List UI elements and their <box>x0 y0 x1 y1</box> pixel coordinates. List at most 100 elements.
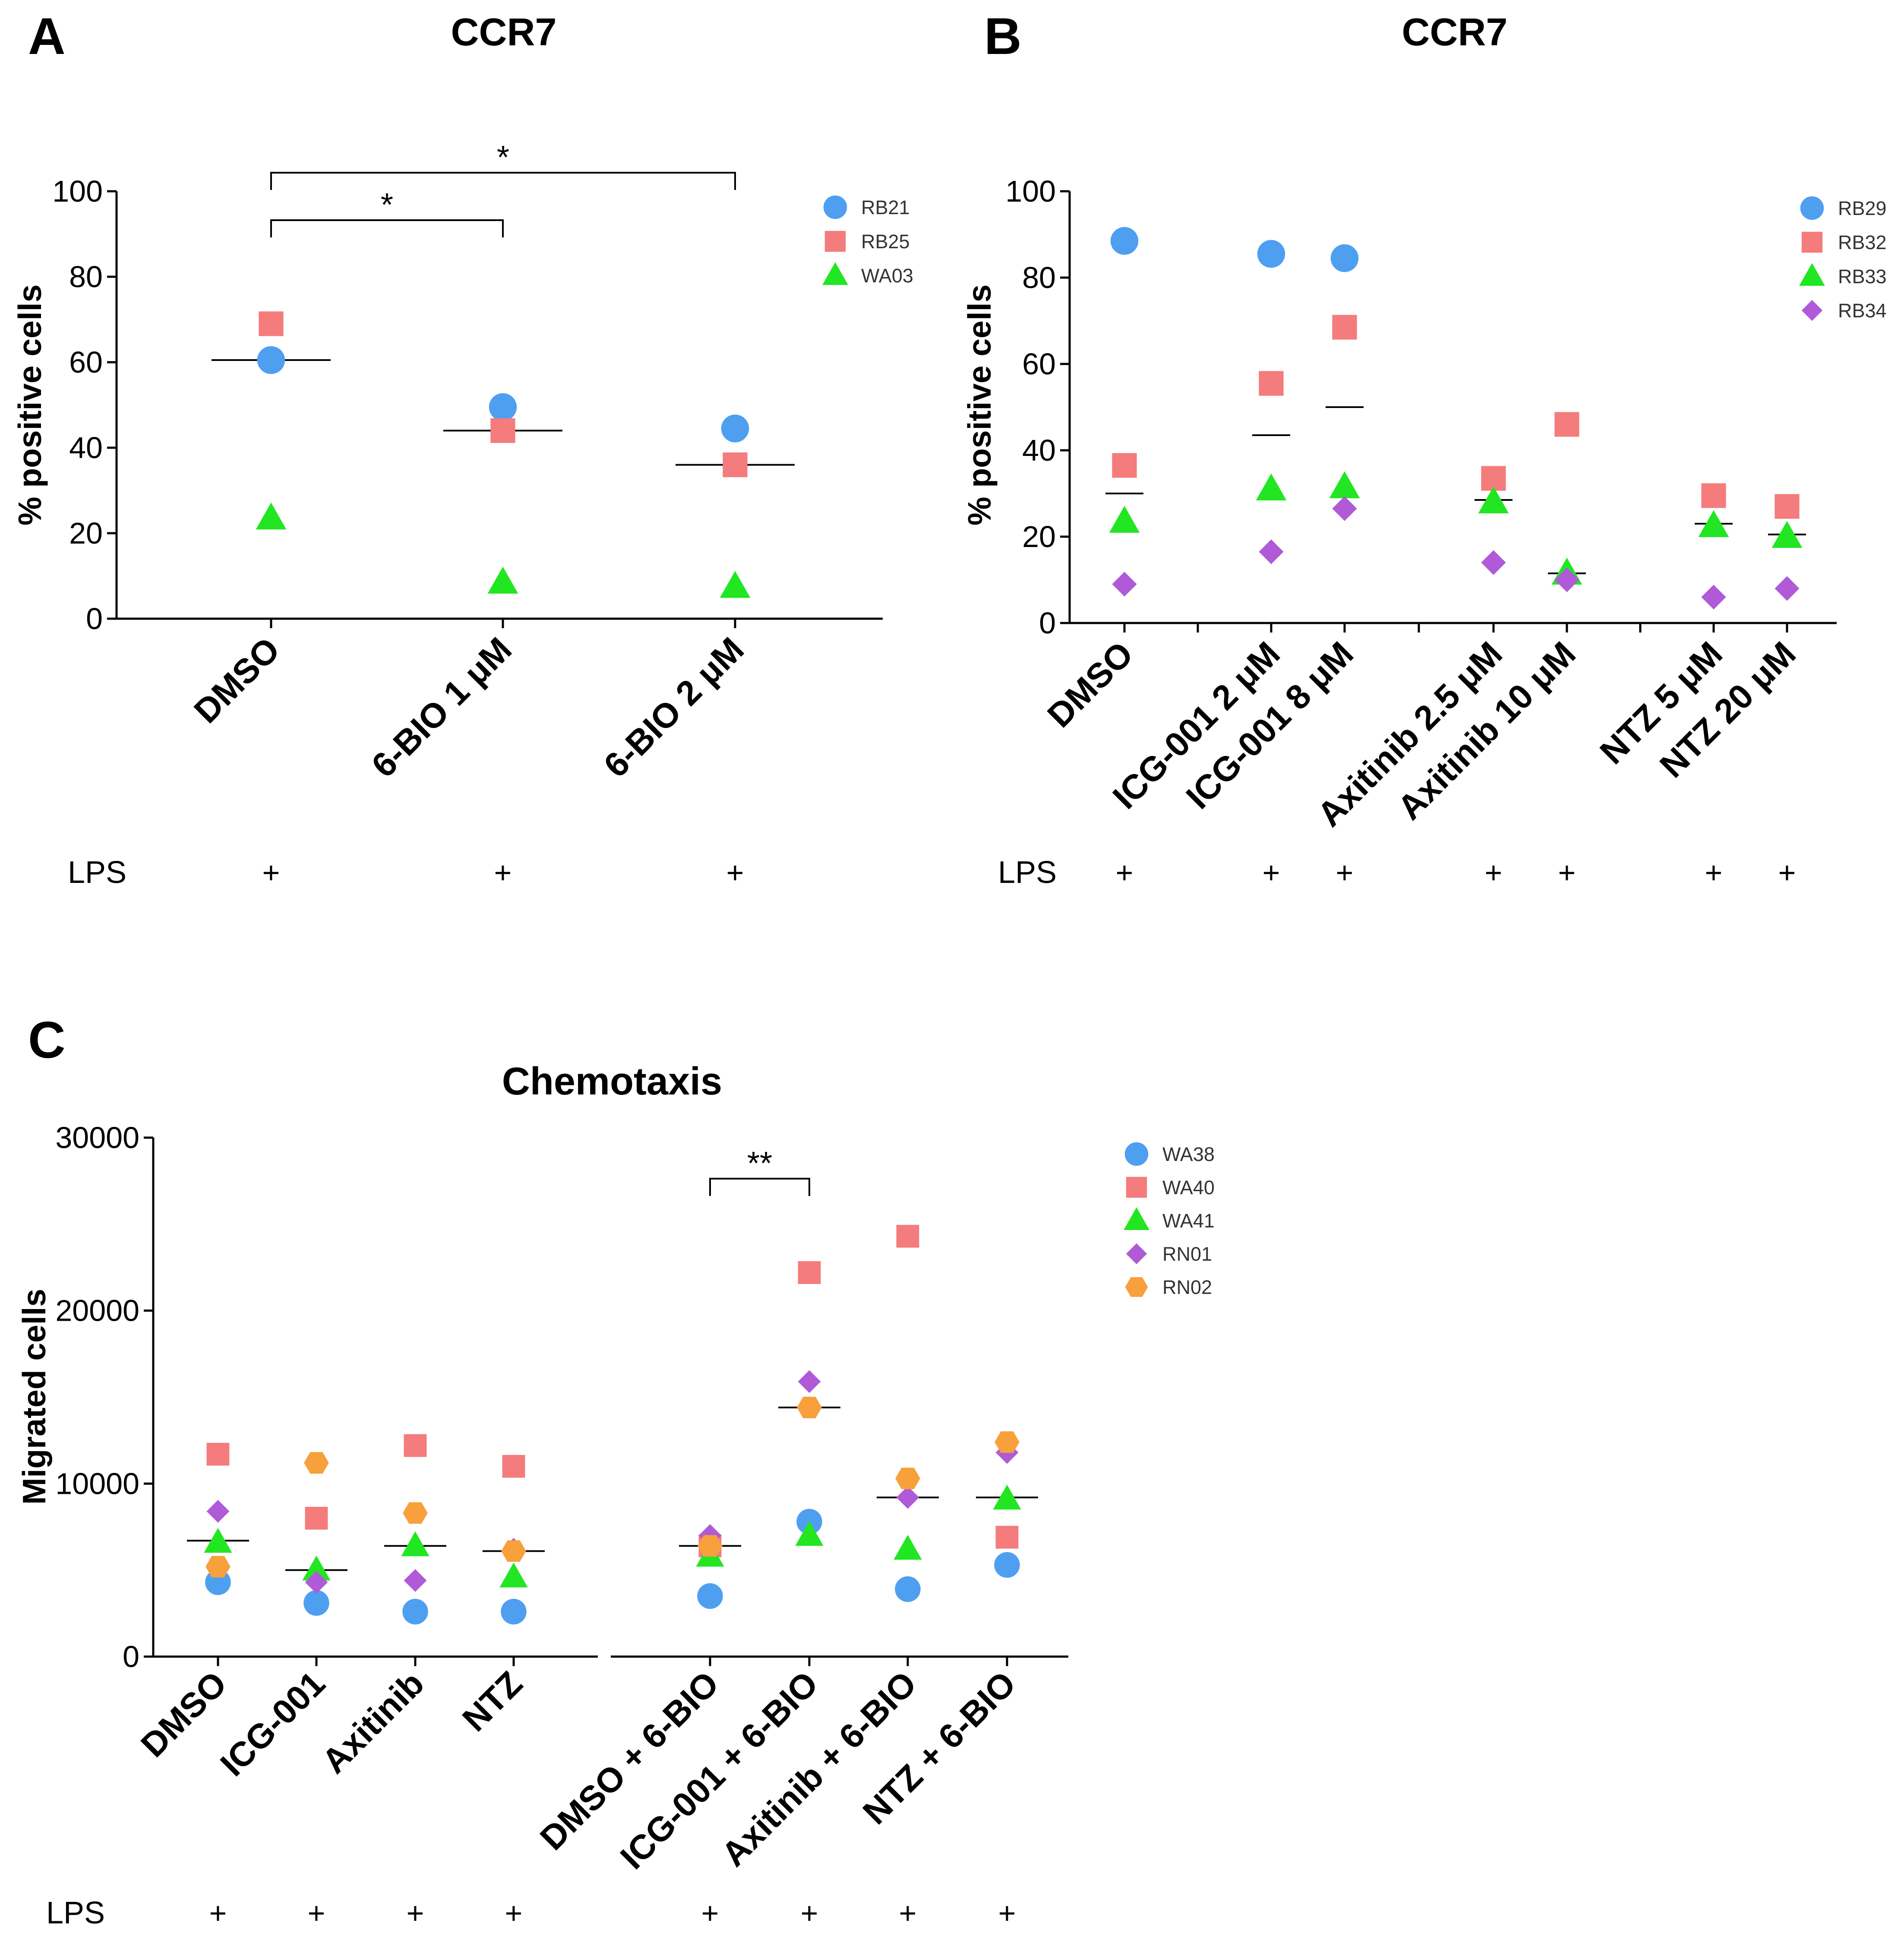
chart-title: CCR7 <box>1402 11 1507 54</box>
lps-plus: + <box>505 1896 523 1930</box>
data-point-wa40 <box>995 1526 1019 1549</box>
legend-label: RB32 <box>1838 231 1887 253</box>
data-point-rb29 <box>1110 227 1139 255</box>
legend-marker <box>822 262 848 285</box>
legend-marker <box>1124 1142 1149 1166</box>
lps-plus: + <box>726 856 744 889</box>
legend-marker <box>1801 231 1823 253</box>
data-point-rn02 <box>698 1535 723 1557</box>
data-point-rb25 <box>723 452 748 478</box>
significance-bracket <box>709 1178 810 1196</box>
legend-marker <box>1126 1176 1147 1198</box>
data-point-rb34 <box>1481 550 1506 575</box>
data-point-wa41 <box>302 1556 331 1581</box>
data-point-wa40 <box>798 1261 821 1284</box>
significance-bracket <box>270 172 736 190</box>
data-point-rb33 <box>1698 510 1729 537</box>
chart-title: Chemotaxis <box>502 1060 722 1103</box>
panel-a: A CCR7 0 20 40 60 80 100 % positive cells DMSO 6-B… <box>12 7 913 890</box>
panel-letter: B <box>984 7 1022 65</box>
data-point-rb33 <box>1109 506 1140 533</box>
data-point-rb21 <box>489 393 517 421</box>
chart-title: CCR7 <box>451 11 556 54</box>
lps-plus: + <box>1336 856 1354 889</box>
legend-label: RB29 <box>1838 197 1887 219</box>
data-point-wa38 <box>501 1599 527 1625</box>
lps-plus: + <box>209 1896 227 1930</box>
data-point-wa40 <box>206 1442 230 1466</box>
data-point-wa40 <box>896 1224 919 1248</box>
y-tick-label: 20 <box>69 516 103 550</box>
lps-plus: + <box>1705 856 1723 889</box>
x-category-label: NTZ <box>455 1664 530 1739</box>
x-category-label: DMSO + 6-BIO <box>533 1664 726 1857</box>
data-point-rn02 <box>797 1397 822 1418</box>
panel-c: C Chemotaxis 0 10000 20000 30000 Migrated cell… <box>16 1011 1215 1930</box>
y-tick-label: 80 <box>69 260 103 294</box>
lps-plus: + <box>998 1896 1016 1930</box>
legend-label: RN02 <box>1162 1276 1212 1298</box>
significance-bracket <box>270 219 504 237</box>
lps-plus: + <box>701 1896 719 1930</box>
legend-marker <box>1126 1243 1147 1265</box>
data-point-wa40 <box>404 1434 427 1457</box>
data-point-rn02 <box>205 1556 231 1578</box>
y-tick-label: 20 <box>1022 520 1056 553</box>
x-category-label: Axitinib <box>315 1664 431 1781</box>
y-tick-label: 30000 <box>55 1121 139 1154</box>
y-axis-label: Migrated cells <box>16 1289 52 1505</box>
lps-plus: + <box>1263 856 1280 889</box>
data-point-rb34 <box>1259 539 1284 564</box>
y-tick-label: 80 <box>1022 261 1056 294</box>
legend-label: WA03 <box>861 265 913 287</box>
legend-label: RB25 <box>861 231 910 253</box>
data-point-rn02 <box>995 1431 1020 1453</box>
data-point-rn02 <box>403 1502 428 1524</box>
lps-label: LPS <box>998 855 1057 890</box>
lps-plus: + <box>1558 856 1576 889</box>
data-point-rb32 <box>1701 483 1726 508</box>
lps-plus: + <box>1116 856 1134 889</box>
data-point-wa41 <box>204 1528 232 1553</box>
significance-label: * <box>497 139 509 175</box>
x-category-label: ICG-001 <box>213 1664 332 1784</box>
x-category-label: DMSO <box>186 630 287 731</box>
data-point-rb32 <box>1554 412 1579 437</box>
legend-marker <box>823 195 847 219</box>
data-point-rb29 <box>1330 244 1359 272</box>
lps-plus: + <box>308 1896 325 1930</box>
lps-plus: + <box>801 1896 818 1930</box>
data-point-wa38 <box>303 1590 329 1616</box>
lps-label: LPS <box>46 1896 105 1930</box>
data-point-wa41 <box>401 1531 429 1556</box>
legend-label: RB21 <box>861 196 910 218</box>
x-category-label: DMSO <box>133 1664 234 1765</box>
data-point-wa40 <box>305 1507 328 1530</box>
data-point-rn02 <box>304 1452 329 1474</box>
y-axis-label: % positive cells <box>961 285 998 526</box>
data-point-wa41 <box>499 1562 528 1588</box>
data-point-rn01 <box>305 1571 328 1594</box>
y-tick-label: 60 <box>1022 347 1056 381</box>
legend-label: WA38 <box>1162 1143 1215 1165</box>
y-tick-label: 40 <box>1022 433 1056 467</box>
data-point-rb34 <box>1112 572 1137 597</box>
legend-marker <box>1800 196 1824 220</box>
data-point-rn02 <box>895 1467 920 1490</box>
data-point-rb34 <box>1775 576 1800 601</box>
data-point-rb32 <box>1112 453 1137 478</box>
data-point-wa38 <box>402 1599 428 1625</box>
lps-plus: + <box>1778 856 1796 889</box>
data-point-wa38 <box>697 1583 723 1609</box>
y-tick-label: 100 <box>1005 174 1056 208</box>
significance-label: ** <box>747 1145 772 1181</box>
legend-label: RN01 <box>1162 1243 1212 1265</box>
x-category-label: 6-BIO 1 μM <box>364 630 519 784</box>
x-category-label: DMSO <box>1040 634 1140 735</box>
data-point-rb34 <box>1332 496 1357 521</box>
data-point-rb29 <box>1257 240 1285 268</box>
significance-label: * <box>381 187 393 223</box>
y-axis-label: % positive cells <box>12 285 48 526</box>
lps-plus: + <box>494 856 512 889</box>
legend-marker <box>1801 300 1823 321</box>
